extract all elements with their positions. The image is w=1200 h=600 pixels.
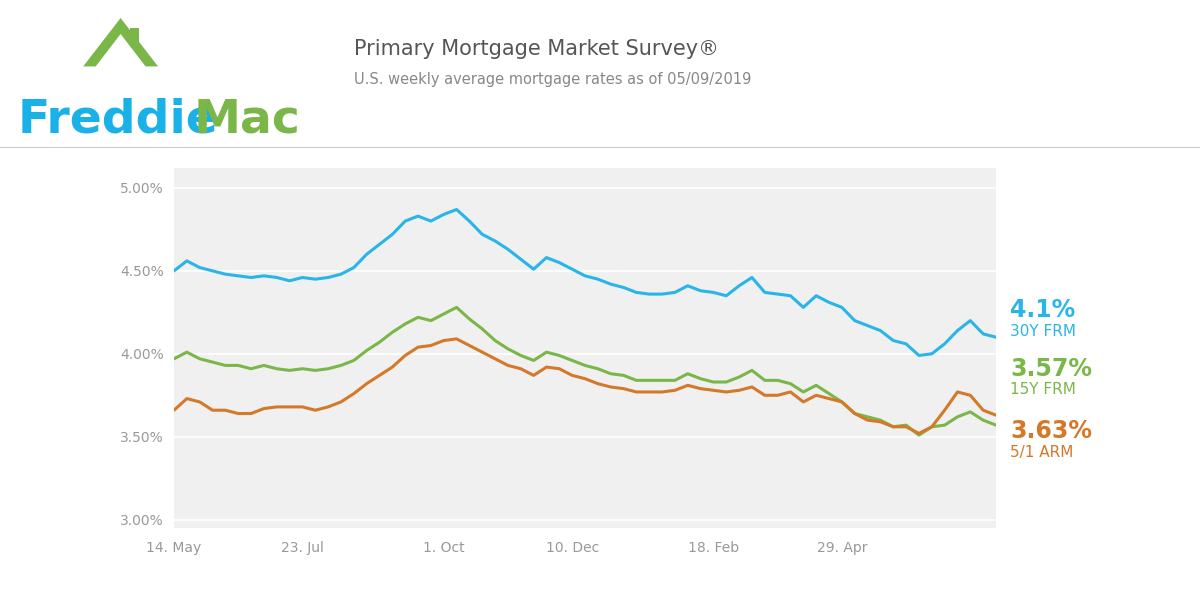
Text: 3.63%: 3.63% <box>1010 419 1092 443</box>
Text: 4.1%: 4.1% <box>1010 298 1075 322</box>
Text: 5/1 ARM: 5/1 ARM <box>1010 445 1074 460</box>
Bar <box>130 28 139 46</box>
Text: Freddie: Freddie <box>18 97 218 142</box>
Text: Primary Mortgage Market Survey®: Primary Mortgage Market Survey® <box>354 39 719 59</box>
Text: 15Y FRM: 15Y FRM <box>1010 382 1076 397</box>
Text: Mac: Mac <box>193 97 300 142</box>
Polygon shape <box>83 18 158 67</box>
Text: 30Y FRM: 30Y FRM <box>1010 324 1076 339</box>
Text: U.S. weekly average mortgage rates as of 05/09/2019: U.S. weekly average mortgage rates as of… <box>354 72 751 87</box>
Text: 3.57%: 3.57% <box>1010 357 1092 381</box>
